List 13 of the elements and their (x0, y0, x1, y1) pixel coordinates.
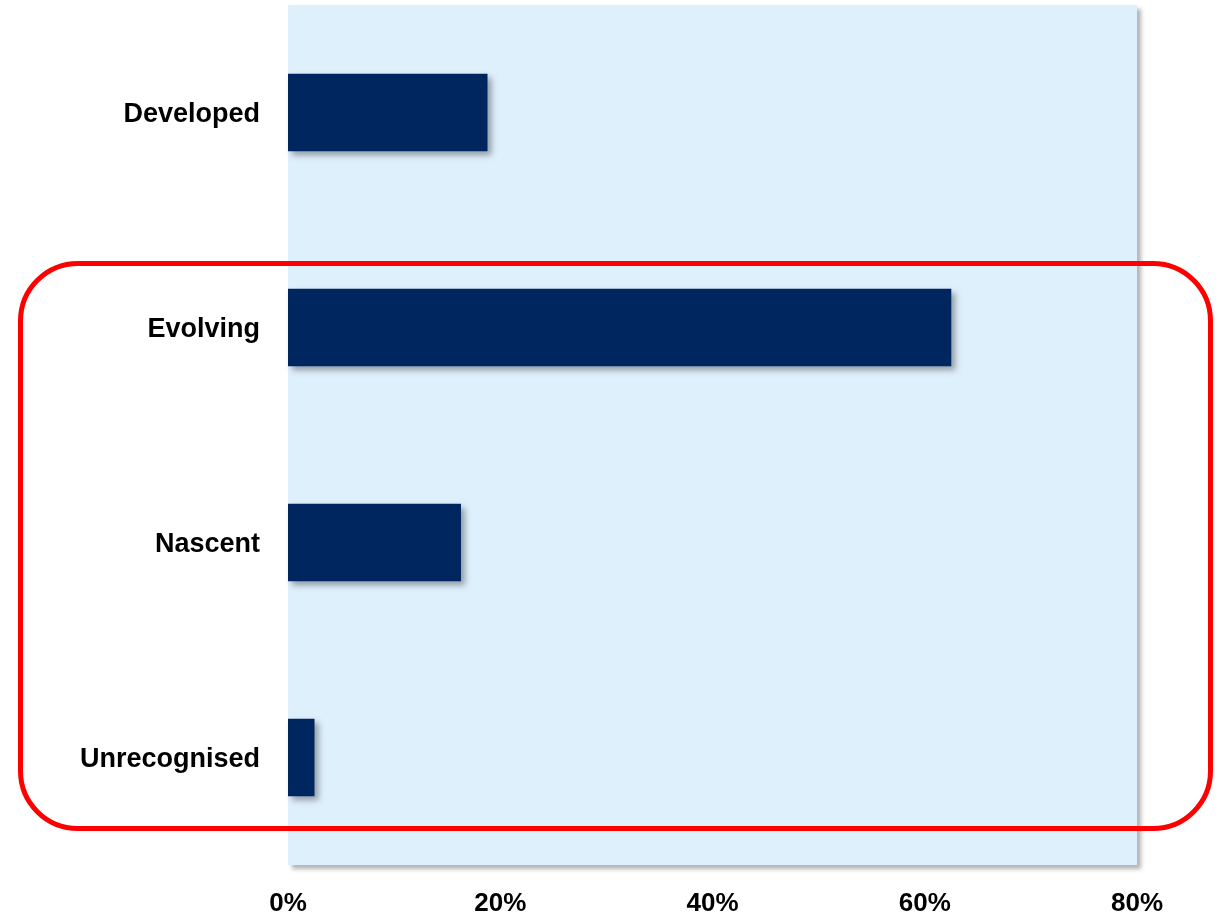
x-tick-label: 60% (898, 887, 951, 917)
y-tick-label: Nascent (154, 527, 261, 558)
x-tick-label: 0% (269, 887, 307, 917)
bar (288, 73, 488, 152)
y-tick-label: Evolving (147, 312, 260, 343)
bar (288, 718, 315, 797)
x-tick-label: 40% (686, 887, 739, 917)
y-tick-label: Unrecognised (79, 742, 260, 773)
x-tick-label: 20% (474, 887, 527, 917)
x-tick-label: 80% (1110, 887, 1164, 917)
bar (288, 288, 952, 367)
bar (288, 503, 461, 582)
y-tick-label: Developed (123, 97, 260, 128)
